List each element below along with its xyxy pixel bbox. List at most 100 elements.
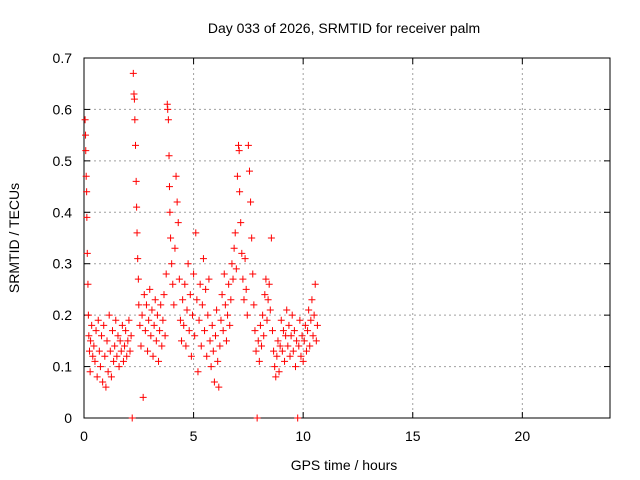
data-point-marker <box>125 316 133 324</box>
data-point-marker <box>220 270 228 278</box>
data-point-marker <box>226 321 234 329</box>
data-point-marker <box>273 352 281 360</box>
x-tick-label: 15 <box>405 428 421 444</box>
data-point-marker <box>152 337 160 345</box>
data-point-marker <box>300 337 308 345</box>
data-point-marker <box>271 363 279 371</box>
data-point-marker <box>178 337 186 345</box>
data-point-marker <box>118 321 126 329</box>
data-point-marker <box>214 357 222 365</box>
data-point-marker <box>197 342 205 350</box>
data-point-marker <box>192 229 200 237</box>
data-point-marker <box>173 198 181 206</box>
x-tick-label: 5 <box>190 428 198 444</box>
data-point-marker <box>242 285 250 293</box>
data-point-marker <box>110 357 118 365</box>
data-point-marker <box>86 368 94 376</box>
data-point-marker <box>301 321 309 329</box>
data-point-marker <box>210 378 218 386</box>
data-point-marker <box>194 368 202 376</box>
y-tick-label: 0.1 <box>53 359 73 375</box>
y-tick-label: 0.7 <box>53 50 73 66</box>
data-point-marker <box>296 316 304 324</box>
data-point-marker <box>264 296 272 304</box>
data-point-marker <box>151 296 159 304</box>
data-point-marker <box>221 301 229 309</box>
data-point-marker <box>287 332 295 340</box>
data-point-marker <box>285 321 293 329</box>
data-point-marker <box>183 306 191 314</box>
data-point-marker <box>196 280 204 288</box>
data-point-marker <box>94 316 102 324</box>
data-point-marker <box>82 147 90 155</box>
data-point-marker <box>305 306 313 314</box>
data-point-marker <box>146 285 154 293</box>
data-point-marker <box>117 347 125 355</box>
data-point-marker <box>171 244 179 252</box>
data-point-marker <box>100 321 108 329</box>
data-point-marker <box>228 260 236 268</box>
data-point-marker <box>304 327 312 335</box>
data-point-marker <box>123 352 131 360</box>
data-point-marker <box>150 321 158 329</box>
data-point-marker <box>199 255 207 263</box>
data-point-marker <box>144 347 152 355</box>
data-point-marker <box>148 306 156 314</box>
data-point-marker <box>102 383 110 391</box>
data-point-marker <box>281 357 289 365</box>
y-tick-label: 0.5 <box>53 153 73 169</box>
data-point-marker <box>83 188 91 196</box>
data-point-marker <box>131 116 139 124</box>
data-point-marker <box>145 316 153 324</box>
data-point-marker <box>279 327 287 335</box>
data-point-marker <box>130 95 138 103</box>
data-point-marker <box>227 296 235 304</box>
data-point-marker <box>111 342 119 350</box>
data-point-marker <box>268 327 276 335</box>
data-point-marker <box>115 363 123 371</box>
data-point-marker <box>133 203 141 211</box>
data-point-marker <box>83 213 91 221</box>
data-point-marker <box>267 234 275 242</box>
data-point-marker <box>308 296 316 304</box>
data-point-marker <box>212 332 219 340</box>
data-point-marker <box>147 332 155 340</box>
data-point-marker <box>105 311 113 319</box>
data-point-marker <box>288 311 296 319</box>
data-point-marker <box>84 311 92 319</box>
y-tick-label: 0.3 <box>53 256 73 272</box>
x-tick-label: 20 <box>515 428 531 444</box>
data-point-marker <box>138 311 146 319</box>
y-tick-label: 0.2 <box>53 307 73 323</box>
data-point-marker <box>155 357 163 365</box>
data-point-marker <box>307 316 315 324</box>
data-point-marker <box>236 188 244 196</box>
data-point-marker <box>293 337 301 345</box>
data-point-marker <box>87 337 95 345</box>
data-point-marker <box>235 141 243 149</box>
data-point-marker <box>174 219 182 227</box>
data-point-marker <box>272 373 280 381</box>
data-point-marker <box>122 327 130 335</box>
data-point-marker <box>132 177 140 185</box>
y-axis-label: SRMTID / TECUs <box>6 183 22 293</box>
data-point-marker <box>263 316 271 324</box>
data-point-marker <box>88 321 96 329</box>
data-point-marker <box>93 373 101 381</box>
data-point-marker <box>136 321 144 329</box>
data-point-marker <box>302 347 310 355</box>
data-point-marker <box>283 306 291 314</box>
data-point-marker <box>225 280 233 288</box>
data-point-marker <box>92 327 100 335</box>
data-point-marker <box>114 332 122 340</box>
data-point-marker <box>260 332 268 340</box>
data-point-marker <box>168 260 176 268</box>
data-point-marker <box>230 244 238 252</box>
y-tick-label: 0.6 <box>53 101 73 117</box>
data-point-marker <box>261 291 269 299</box>
data-point-marker <box>119 357 127 365</box>
data-point-marker <box>311 280 319 288</box>
data-point-marker <box>132 141 140 149</box>
data-point-marker <box>277 316 285 324</box>
data-point-marker <box>203 352 211 360</box>
